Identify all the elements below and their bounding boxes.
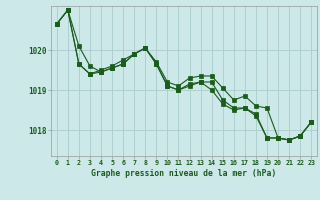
X-axis label: Graphe pression niveau de la mer (hPa): Graphe pression niveau de la mer (hPa) (92, 169, 276, 178)
